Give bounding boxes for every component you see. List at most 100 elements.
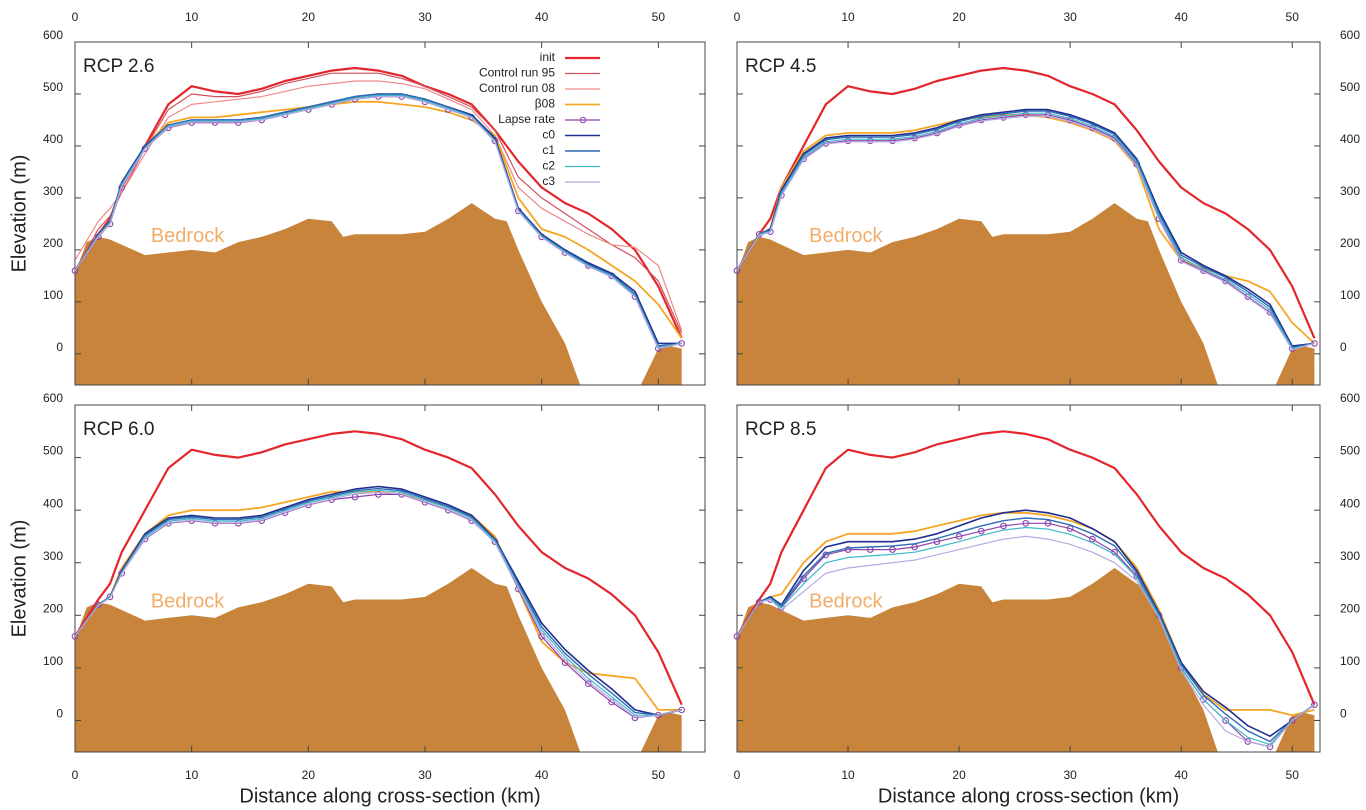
x-tick-label: 30 [418, 768, 432, 782]
series-marker [71, 632, 79, 640]
y-tick-label: 0 [1340, 707, 1347, 721]
y-axis-label: Elevation (m) [8, 520, 30, 638]
x-tick-label: 50 [1286, 768, 1300, 782]
series-marker [755, 598, 763, 606]
panel-title: RCP 2.6 [83, 56, 154, 77]
x-tick-label: 20 [952, 10, 966, 24]
y-tick-label: 400 [1340, 496, 1360, 510]
series-line [75, 96, 682, 350]
series-marker [1044, 519, 1052, 527]
y-tick-label: 600 [43, 28, 63, 42]
x-tick-label: 10 [185, 768, 199, 782]
y-tick-label: 0 [56, 707, 63, 721]
series-marker [106, 593, 114, 601]
series-marker [822, 551, 830, 559]
y-tick-label: 200 [1340, 601, 1360, 615]
y-axis-label: Elevation (m) [8, 155, 30, 273]
series-line [75, 100, 683, 339]
y-tick-label: 100 [43, 288, 63, 302]
bedrock-label: Bedrock [151, 590, 225, 612]
y-tick-label: 500 [1340, 80, 1360, 94]
legend-label: Control run 08 [479, 81, 555, 95]
series-line [737, 526, 1315, 746]
series-marker [977, 527, 985, 535]
series-marker [444, 506, 452, 514]
y-tick-label: 400 [43, 132, 63, 146]
x-tick-label: 0 [734, 10, 741, 24]
x-axis-label: Distance along cross-section (km) [878, 785, 1179, 807]
series-line [75, 489, 682, 716]
legend-label: c3 [542, 174, 555, 188]
bedrock-label: Bedrock [151, 225, 225, 247]
y-tick-label: 500 [1340, 444, 1360, 458]
y-tick-label: 0 [56, 340, 63, 354]
panel-title: RCP 8.5 [745, 419, 816, 440]
series-line [737, 517, 1315, 743]
y-tick-label: 200 [43, 601, 63, 615]
series-line [737, 108, 1315, 347]
y-tick-label: 200 [1340, 236, 1360, 250]
series-line [737, 430, 1316, 706]
series-marker [1288, 717, 1296, 724]
series-line [75, 430, 683, 706]
bedrock-label: Bedrock [809, 590, 883, 612]
x-tick-label: 0 [72, 10, 79, 24]
bedrock-area [737, 203, 1315, 385]
plot-frame [74, 404, 706, 753]
x-tick-label: 30 [1063, 768, 1077, 782]
panel-title: RCP 4.5 [745, 56, 816, 77]
series-line [75, 72, 683, 334]
x-tick-label: 0 [734, 768, 741, 782]
y-tick-label: 600 [1340, 28, 1360, 42]
bedrock-label: Bedrock [809, 225, 883, 247]
series-marker [1022, 519, 1030, 527]
y-tick-label: 500 [43, 80, 63, 94]
series-marker [94, 601, 102, 609]
y-tick-label: 300 [43, 549, 63, 563]
series-line [737, 112, 1315, 350]
legend-label: c1 [542, 143, 555, 157]
x-tick-label: 10 [841, 768, 855, 782]
x-tick-label: 40 [535, 768, 549, 782]
series-marker [1022, 111, 1030, 119]
panel-title: RCP 6.0 [83, 419, 154, 440]
series-marker [1089, 535, 1096, 543]
bedrock-area [737, 568, 1315, 752]
series-marker [1244, 738, 1252, 745]
y-tick-label: 100 [1340, 288, 1360, 302]
series-line [737, 511, 1315, 717]
x-tick-label: 30 [418, 10, 432, 24]
y-tick-label: 100 [1340, 654, 1360, 668]
legend-label: init [540, 50, 556, 64]
legend-marker [579, 116, 587, 124]
y-tick-label: 0 [1340, 340, 1347, 354]
series-marker [1000, 522, 1007, 530]
x-tick-label: 30 [1063, 10, 1077, 24]
x-tick-label: 20 [302, 10, 316, 24]
series-marker [977, 116, 985, 124]
series-line [75, 94, 682, 349]
series-line [75, 66, 683, 339]
y-tick-label: 300 [43, 184, 63, 198]
y-tick-label: 300 [1340, 549, 1360, 563]
series-marker [1000, 114, 1007, 121]
series-marker [889, 137, 896, 145]
series-marker [1044, 111, 1052, 119]
x-tick-label: 10 [841, 10, 855, 24]
legend-label: β08 [535, 97, 556, 111]
series-line [75, 487, 682, 716]
series-line [737, 509, 1315, 737]
series-marker [1066, 525, 1074, 532]
series-marker [374, 491, 382, 498]
x-axis-label: Distance along cross-section (km) [239, 785, 540, 807]
series-marker [733, 632, 741, 640]
legend-label: c2 [542, 159, 555, 173]
x-tick-label: 40 [1175, 768, 1189, 782]
series-marker [844, 137, 852, 145]
bedrock-area [75, 568, 682, 752]
